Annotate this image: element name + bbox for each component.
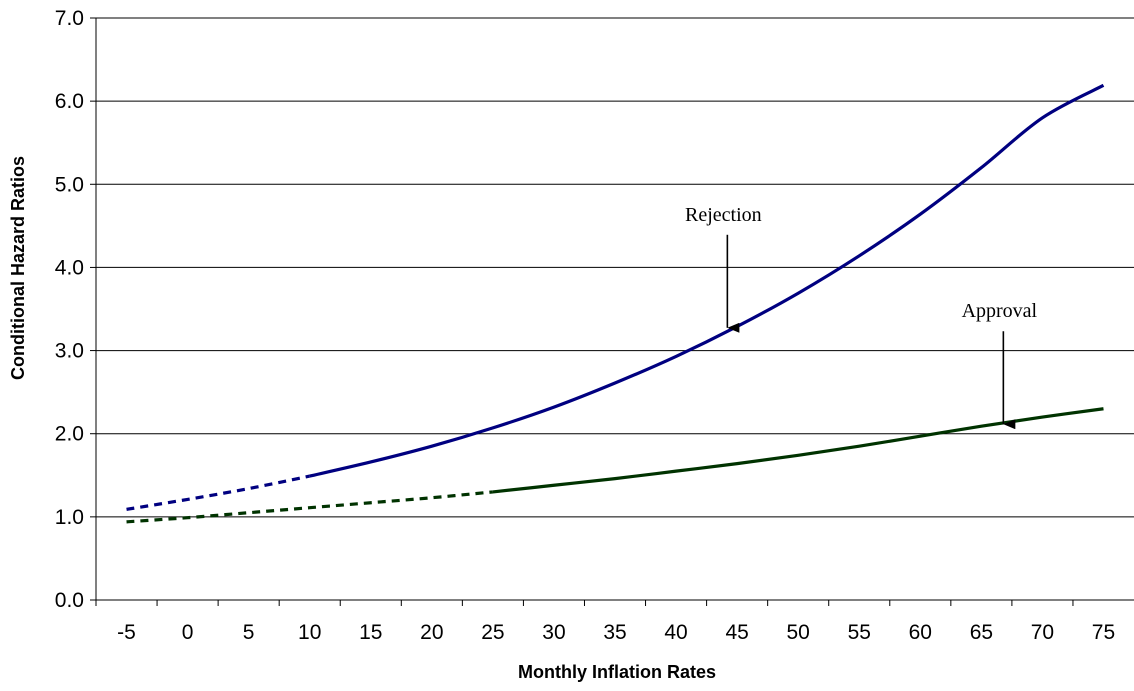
- approval-dashed-line: [126, 490, 494, 524]
- x-tick-label: 75: [1092, 621, 1115, 644]
- x-tick-label: 10: [298, 621, 321, 644]
- approval-solid-line: [492, 407, 1104, 494]
- y-tick-label: 0.0: [55, 589, 84, 612]
- axes: [90, 17, 1134, 606]
- x-tick-label: 60: [909, 621, 932, 644]
- y-tick-label: 5.0: [55, 173, 84, 196]
- gridlines: [96, 17, 1134, 518]
- y-tick-label: 7.0: [55, 7, 84, 30]
- x-tick-labels: -5 0 5 10 15 20 25 30 35 40 45 50 55 60 65 70 75: [117, 621, 1115, 644]
- rejection-dashed-line: [126, 474, 311, 511]
- x-tick-label: 45: [725, 621, 748, 644]
- x-tick-label: 30: [542, 621, 565, 644]
- approval-label: Approval: [962, 300, 1038, 322]
- rejection-label: Rejection: [685, 204, 762, 226]
- y-tick-label: 2.0: [55, 423, 84, 446]
- x-tick-label: 5: [243, 621, 255, 644]
- x-tick-label: 40: [664, 621, 687, 644]
- x-tick-label: 35: [603, 621, 626, 644]
- rejection-solid-line: [309, 83, 1105, 478]
- x-tick-label: 65: [970, 621, 993, 644]
- x-tick-label: 15: [359, 621, 382, 644]
- x-tick-label: 55: [848, 621, 871, 644]
- y-axis-title: Conditional Hazard Ratios: [8, 156, 28, 380]
- series-lines: [126, 83, 1105, 524]
- x-tick-label: 20: [420, 621, 443, 644]
- x-axis-title: Monthly Inflation Rates: [518, 662, 716, 682]
- y-tick-labels: 0.0 1.0 2.0 3.0 4.0 5.0 6.0 7.0: [55, 7, 84, 612]
- x-tick-label: 50: [787, 621, 810, 644]
- x-tick-label: 0: [182, 621, 194, 644]
- annotations: Rejection Approval: [685, 204, 1038, 430]
- y-tick-label: 3.0: [55, 340, 84, 363]
- y-tick-label: 4.0: [55, 256, 84, 279]
- x-tick-label: 25: [481, 621, 504, 644]
- y-tick-label: 1.0: [55, 506, 84, 529]
- y-tick-label: 6.0: [55, 90, 84, 113]
- x-tick-label: -5: [117, 621, 136, 644]
- x-tick-label: 70: [1031, 621, 1054, 644]
